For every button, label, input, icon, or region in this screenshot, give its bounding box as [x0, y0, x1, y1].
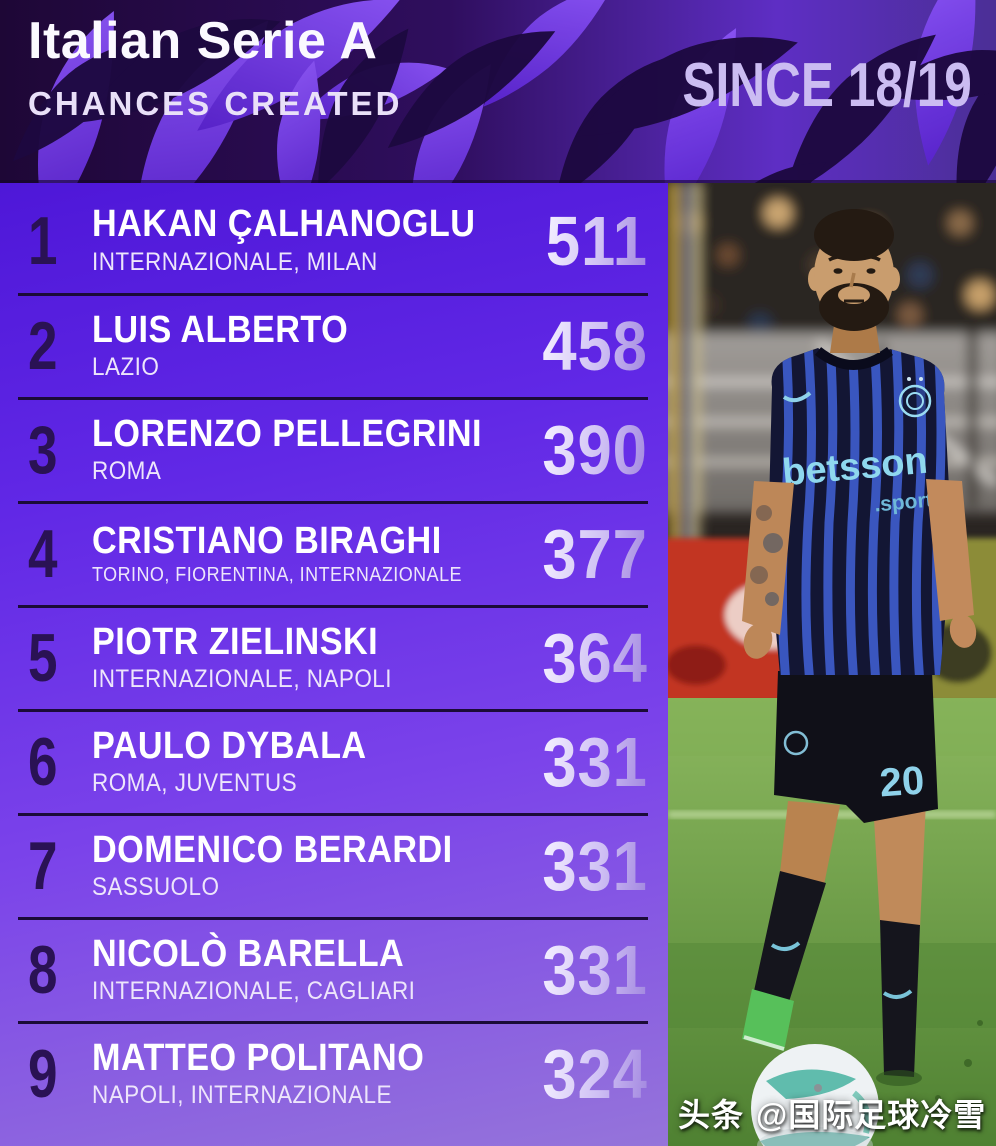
- chances-value: 331: [542, 723, 648, 802]
- player-row-2: 2 LUIS ALBERTO LAZIO 458: [18, 293, 648, 397]
- player-clubs: ROMA, JUVENTUS: [92, 769, 298, 798]
- player-row-1: 1 HAKAN ÇALHANOGLU INTERNAZIONALE, MILAN…: [18, 189, 648, 293]
- player-info: CRISTIANO BIRAGHI TORINO, FIORENTINA, IN…: [90, 519, 528, 588]
- player-shorts: [774, 671, 938, 823]
- player-clubs: ROMA: [92, 457, 162, 486]
- player-clubs: INTERNAZIONALE, NAPOLI: [92, 665, 392, 694]
- player-hair: [814, 209, 894, 261]
- player-clubs: INTERNAZIONALE, CAGLIARI: [92, 977, 416, 1006]
- watermark-brand: 头条: [678, 1097, 745, 1133]
- player-row-4: 4 CRISTIANO BIRAGHI TORINO, FIORENTINA, …: [18, 501, 648, 605]
- player-row-7: 7 DOMENICO BERARDI SASSUOLO 331: [18, 813, 648, 917]
- arm-tattoos: [750, 505, 783, 606]
- player-right-arm: [926, 479, 974, 621]
- nike-swoosh-icon: [782, 391, 812, 403]
- player-clubs: LAZIO: [92, 353, 160, 382]
- rank-number: 6: [28, 724, 58, 801]
- ranking-list: 1 HAKAN ÇALHANOGLU INTERNAZIONALE, MILAN…: [0, 183, 668, 1146]
- rank-number: 9: [28, 1036, 58, 1113]
- inter-crest-icon: [783, 730, 809, 756]
- page-subtitle: CHANCES CREATED: [28, 84, 403, 122]
- player-info: LORENZO PELLEGRINI ROMA: [90, 412, 528, 487]
- player-row-6: 6 PAULO DYBALA ROMA, JUVENTUS 331: [18, 709, 648, 813]
- player-name: CRISTIANO BIRAGHI: [92, 519, 442, 562]
- watermark-handle: @国际足球冷雪: [756, 1097, 987, 1133]
- player-row-3: 3 LORENZO PELLEGRINI ROMA 390: [18, 397, 648, 501]
- chances-value: 331: [542, 827, 648, 906]
- player-row-8: 8 NICOLÒ BARELLA INTERNAZIONALE, CAGLIAR…: [18, 917, 648, 1021]
- since-badge: SINCE 18/19: [682, 51, 972, 120]
- shorts-number: 20: [878, 759, 925, 806]
- inter-crest-icon: [898, 377, 932, 418]
- player-clubs: INTERNAZIONALE, MILAN: [92, 247, 378, 276]
- chances-value: 331: [542, 931, 648, 1010]
- ranking-rows: 1 HAKAN ÇALHANOGLU INTERNAZIONALE, MILAN…: [18, 183, 648, 1125]
- player-name: NICOLÒ BARELLA: [92, 932, 405, 975]
- player-name: PAULO DYBALA: [92, 724, 367, 767]
- rank-number: 8: [28, 932, 58, 1009]
- chances-value: 511: [545, 201, 648, 280]
- player-info: PIOTR ZIELINSKI INTERNAZIONALE, NAPOLI: [90, 620, 528, 695]
- player-info: PAULO DYBALA ROMA, JUVENTUS: [90, 724, 528, 799]
- chances-value: 458: [542, 307, 648, 386]
- player-row-9: 9 MATTEO POLITANO NAPOLI, INTERNAZIONALE…: [18, 1021, 648, 1125]
- player-clubs: NAPOLI, INTERNAZIONALE: [92, 1081, 392, 1110]
- player-info: DOMENICO BERARDI SASSUOLO: [90, 828, 528, 903]
- player-clubs: TORINO, FIORENTINA, INTERNAZIONALE: [92, 564, 463, 587]
- leaf-pattern: [0, 0, 996, 183]
- player-beard: [819, 283, 889, 331]
- nike-swoosh-icon: [882, 989, 913, 999]
- rank-number: 1: [28, 202, 58, 279]
- chances-value: 390: [542, 411, 648, 490]
- player-name: LORENZO PELLEGRINI: [92, 412, 483, 455]
- player-clubs: SASSUOLO: [92, 873, 220, 902]
- watermark: 头条 @国际足球冷雪: [678, 1090, 986, 1136]
- chances-value: 377: [542, 515, 648, 594]
- player-left-sock: [754, 871, 826, 1005]
- jersey-sponsor-secondary: .sport: [873, 489, 933, 517]
- football-boot: [742, 989, 794, 1051]
- player-name: LUIS ALBERTO: [92, 308, 349, 351]
- rank-number: 4: [28, 516, 58, 593]
- header-pattern-band: [0, 0, 996, 183]
- player-name: HAKAN ÇALHANOGLU: [92, 203, 476, 246]
- player-info: NICOLÒ BARELLA INTERNAZIONALE, CAGLIARI: [90, 932, 528, 1007]
- rank-number: 7: [28, 828, 58, 905]
- player-row-5: 5 PIOTR ZIELINSKI INTERNAZIONALE, NAPOLI…: [18, 605, 648, 709]
- nike-swoosh-icon: [770, 941, 801, 951]
- rank-number: 3: [28, 412, 58, 489]
- player-right-thigh: [873, 801, 926, 928]
- page-title: Italian Serie A: [28, 12, 378, 70]
- player-left-arm: [742, 481, 794, 635]
- chances-value: 324: [542, 1035, 648, 1114]
- jersey-collar: [814, 346, 894, 370]
- player-name: PIOTR ZIELINSKI: [92, 620, 379, 663]
- player-photo: 20 betsson .sport: [668, 183, 996, 1146]
- rank-number: 2: [28, 308, 58, 385]
- player-info: MATTEO POLITANO NAPOLI, INTERNAZIONALE: [90, 1036, 528, 1111]
- chances-value: 364: [542, 619, 648, 698]
- player-figure: 20 betsson .sport: [742, 209, 977, 1086]
- player-left-thigh: [780, 801, 840, 885]
- player-photo-illustration: 20 betsson .sport: [668, 183, 996, 1146]
- player-info: HAKAN ÇALHANOGLU INTERNAZIONALE, MILAN: [90, 205, 532, 277]
- header: Italian Serie A CHANCES CREATED: [28, 14, 402, 123]
- football-icon: [751, 1044, 879, 1146]
- rank-number: 5: [28, 620, 58, 697]
- player-name: MATTEO POLITANO: [92, 1036, 425, 1079]
- player-info: LUIS ALBERTO LAZIO: [90, 308, 528, 383]
- player-name: DOMENICO BERARDI: [92, 828, 453, 871]
